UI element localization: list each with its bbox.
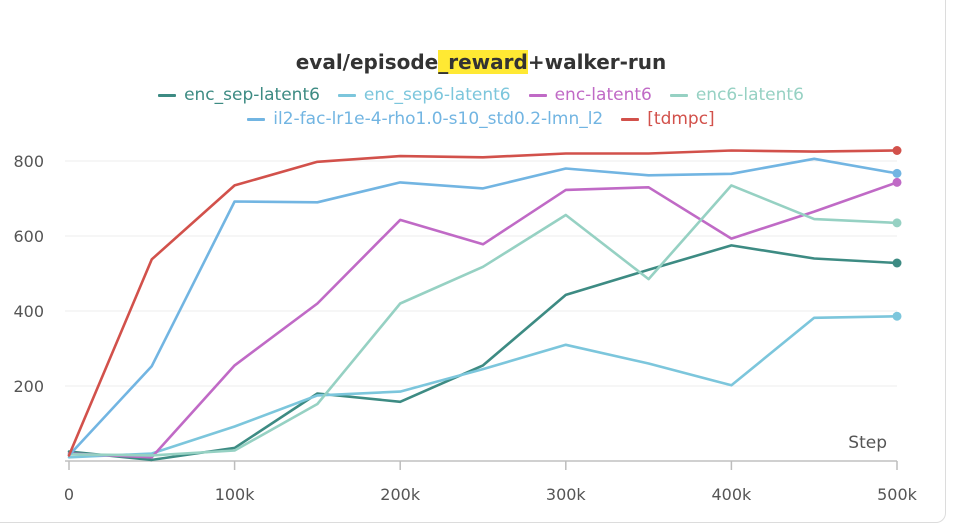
x-tick-label: 400k [711,485,752,504]
series-layer [67,146,902,462]
chart-panel [0,0,946,523]
legend-swatch [621,117,640,121]
title-suffix: +walker-run [527,50,667,74]
chart-title: eval/episode_reward+walker-run [0,50,962,74]
series-line-5 [67,149,899,457]
legend-swatch [528,93,547,97]
y-tick-label: 800 [13,152,44,171]
legend-label: il2-fac-lr1e-4-rho1.0-s10_std0.2-lmn_l2 [273,109,604,129]
grid [65,160,897,387]
series-endpoint-1 [892,311,902,321]
series-endpoint-0 [892,258,902,268]
legend-item-tdmpc[interactable]: [tdmpc] [621,108,715,130]
legend-item-enc6-latent6[interactable]: enc6-latent6 [669,84,804,106]
legend-item-il2-fac[interactable]: il2-fac-lr1e-4-rho1.0-s10_std0.2-lmn_l2 [247,108,603,130]
legend-item-enc-latent6[interactable]: enc-latent6 [528,84,652,106]
title-highlight: _reward [438,50,528,74]
series-line-1 [67,314,899,459]
legend-swatch [337,93,356,97]
series-line-4 [67,157,899,457]
x-tick-label: 300k [546,485,587,504]
legend-label: enc6-latent6 [695,85,804,105]
legend-swatch [158,93,177,97]
series-line-3 [67,184,899,457]
x-tick-label: 0 [64,485,74,504]
series-endpoint-5 [892,146,902,155]
legend-label: enc_sep6-latent6 [363,85,511,105]
legend-item-enc-sep6-latent6[interactable]: enc_sep6-latent6 [337,84,511,106]
legend-label: [tdmpc] [647,109,715,129]
legend-item-enc-sep-latent6[interactable]: enc_sep-latent6 [158,84,320,106]
title-prefix: eval/episode [295,50,439,74]
series-endpoint-2 [892,177,902,187]
legend-label: enc_sep-latent6 [184,85,320,105]
series-endpoint-4 [892,168,902,178]
legend-row-1: enc_sep-latent6 enc_sep6-latent6 enc-lat… [0,84,962,106]
legend-label: enc-latent6 [554,85,652,105]
legend-row-2: il2-fac-lr1e-4-rho1.0-s10_std0.2-lmn_l2 … [0,108,962,130]
legend-swatch [247,117,266,121]
y-tick-label: 200 [13,377,44,396]
x-tick-label: 100k [215,485,256,504]
x-tick-label: 500k [877,485,918,504]
series-endpoint-3 [892,218,902,228]
legend-swatch [669,93,688,97]
axes: 200 400 600 800 0 100k 200k 300k 400k 500k [13,152,917,504]
y-tick-label: 400 [13,302,44,321]
x-tick-label: 200k [380,485,421,504]
series-line-2 [67,181,899,459]
y-tick-label: 600 [13,227,44,246]
x-axis-title: Step [848,433,887,453]
